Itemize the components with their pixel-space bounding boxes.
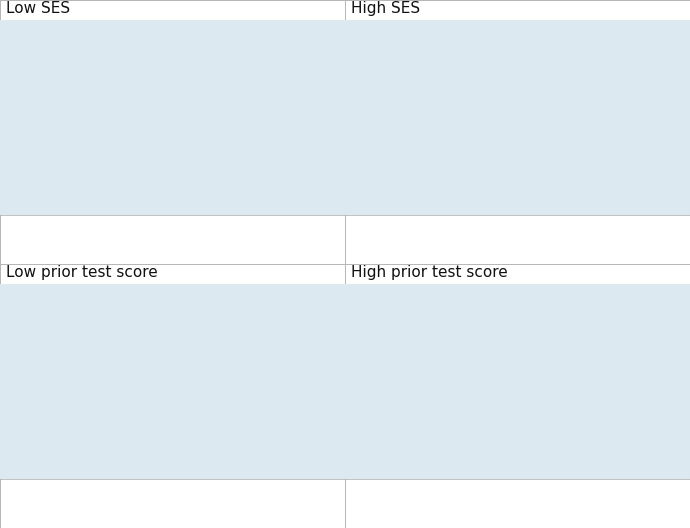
Legend: full sample, academic track, mixed track, vocational track: full sample, academic track, mixed track… bbox=[81, 498, 303, 528]
Title: School level: School level bbox=[503, 278, 571, 288]
Legend: full sample, academic track, mixed track, vocational track: full sample, academic track, mixed track… bbox=[426, 498, 648, 528]
X-axis label: simulated values of covariates: simulated values of covariates bbox=[117, 471, 266, 481]
Title: School level: School level bbox=[158, 278, 226, 288]
X-axis label: simulated values of covariates: simulated values of covariates bbox=[462, 207, 611, 217]
Legend: full sample, academic track, mixed track, vocational track: full sample, academic track, mixed track… bbox=[81, 234, 303, 264]
X-axis label: simulated values of covariates: simulated values of covariates bbox=[117, 207, 266, 217]
X-axis label: simulated values of covariates: simulated values of covariates bbox=[462, 471, 611, 481]
Title: School level: School level bbox=[158, 14, 226, 24]
Text: Low SES: Low SES bbox=[6, 1, 70, 16]
Text: High prior test score: High prior test score bbox=[351, 265, 507, 280]
Text: High SES: High SES bbox=[351, 1, 420, 16]
Title: School level: School level bbox=[503, 14, 571, 24]
Legend: full sample, academic track, mixed track, vocational track: full sample, academic track, mixed track… bbox=[426, 234, 648, 264]
Text: Low prior test score: Low prior test score bbox=[6, 265, 157, 280]
